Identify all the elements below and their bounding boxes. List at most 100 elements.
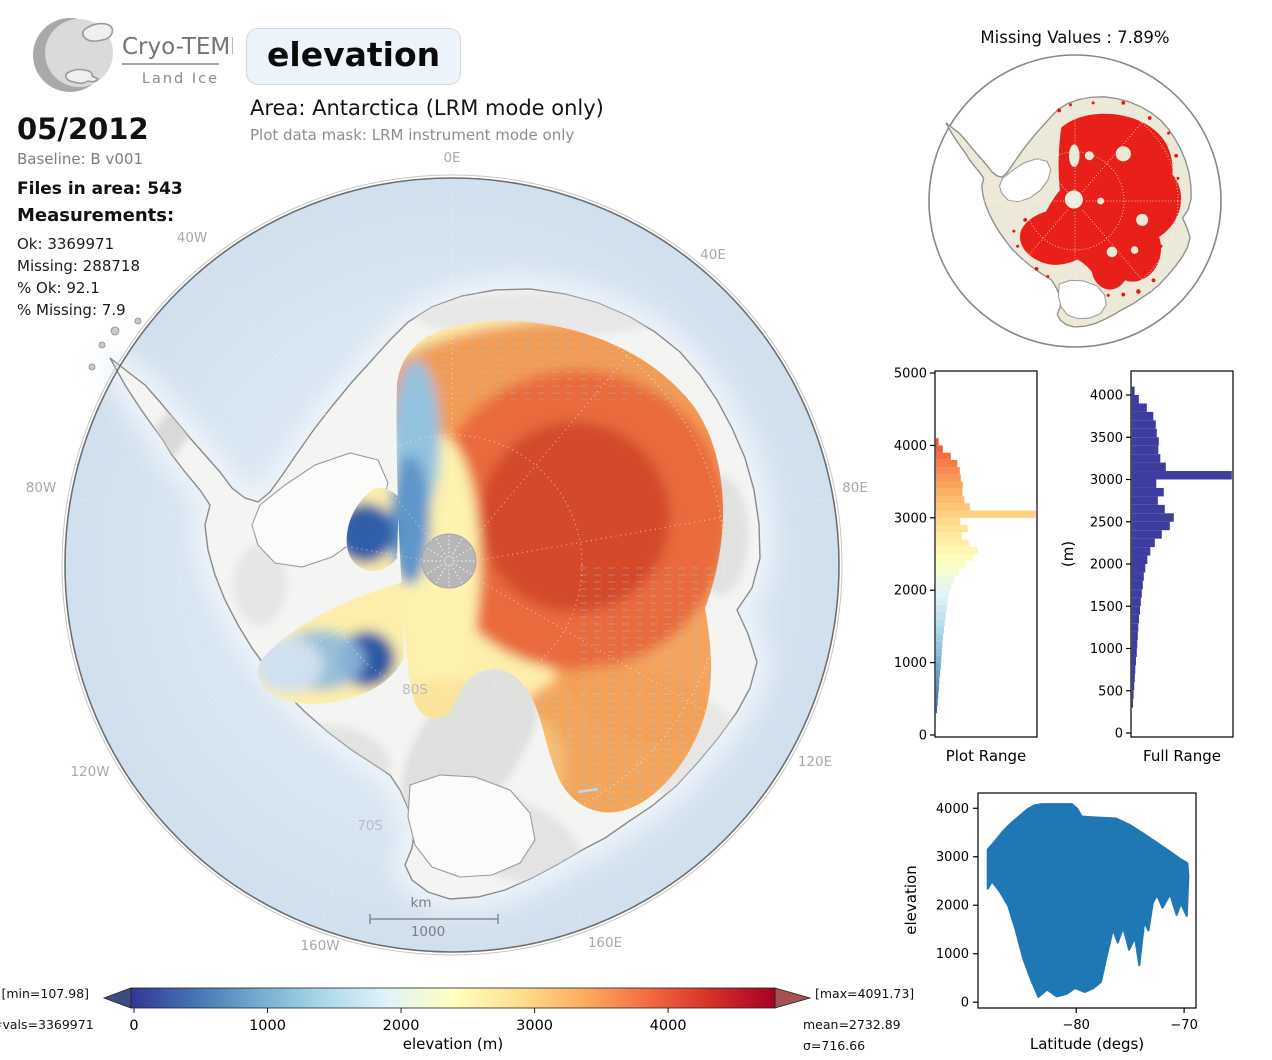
parallel-label: 80S [402, 682, 428, 698]
date-label: 05/2012 [17, 112, 149, 146]
meridian-label: 40E [700, 247, 726, 263]
histogram-bar [1131, 521, 1170, 531]
histogram-bar [935, 619, 945, 627]
histogram-bar [935, 691, 939, 699]
cryo-tempo-logo: Cryo-TEMPO Land Ice [33, 18, 233, 92]
scale-bar-unit: km [411, 895, 432, 911]
elevation-vs-latitude-scatter: −80 −70 0 1000 2000 3000 4000 Latitude (degs) el… [902, 792, 1198, 1053]
variable-title: elevation [246, 28, 462, 85]
meridian-label: 160E [588, 935, 622, 951]
histogram-bar [1131, 682, 1135, 691]
x-tick-label: −80 [1062, 1018, 1089, 1033]
histogram-bar [935, 582, 952, 591]
mask-note: Plot data mask: LRM instrument mode only [250, 126, 575, 144]
histogram-bar [935, 438, 939, 446]
meridian-label: 80W [26, 480, 57, 496]
colorbar-tick-label: 0 [129, 1018, 138, 1034]
histogram-bar [1131, 564, 1146, 573]
y-tick-label: 1000 [1090, 642, 1123, 657]
colorbar-tick-label: 4000 [650, 1018, 687, 1034]
histogram-bar [935, 568, 959, 576]
histogram-bar [935, 459, 958, 468]
meridian-label: 120E [798, 754, 832, 770]
colorbar-min-arrow [102, 987, 132, 1009]
histogram-bar [935, 496, 965, 504]
histogram-bar [935, 546, 978, 554]
histogram-bar [1131, 547, 1151, 556]
meridian-label: 160W [300, 938, 339, 954]
histogram-bar [935, 633, 943, 641]
histogram-bar [1131, 479, 1157, 488]
y-tick-label: 2000 [936, 899, 969, 914]
histogram-title: Plot Range [946, 747, 1027, 765]
y-tick-label: 500 [1098, 684, 1123, 699]
histogram-bar [935, 640, 943, 649]
map-labels: 0E 40E 80E 120E 160E 160W 120W 80W 40W 80S 70S [26, 150, 868, 954]
parallel-label: 70S [357, 818, 383, 834]
scatter-axes [977, 792, 1197, 1009]
histogram-bar [935, 474, 961, 482]
colorbar-sigma-label: σ=716.66 [803, 1038, 866, 1053]
histogram-bar [1131, 648, 1137, 657]
pole-hole [421, 533, 477, 589]
histogram-bar [935, 525, 968, 533]
meridian-label: 120W [70, 764, 109, 780]
histogram-bar [1131, 589, 1142, 598]
histogram-bar [1131, 437, 1159, 446]
histogram-bar [1131, 471, 1232, 480]
missing-data-region [1012, 101, 1182, 297]
histogram-bar [935, 706, 937, 714]
histogram-bar [935, 597, 948, 605]
histogram-bar [935, 503, 970, 511]
histogram-bar [935, 604, 947, 612]
baseline-label: Baseline: B v001 [17, 150, 143, 168]
histogram-bar [935, 445, 943, 453]
y-tick-label: 3500 [1090, 431, 1123, 446]
missing-values-title: Missing Values : 7.89% [980, 28, 1170, 47]
histogram-bar [935, 539, 969, 547]
histogram-bar [935, 677, 940, 685]
scale-bar-distance: 1000 [411, 924, 445, 940]
stat-ok: Ok: 3369971 [17, 235, 115, 253]
histogram-bar [1131, 454, 1161, 463]
histogram-bar [935, 669, 940, 678]
islands [88, 317, 142, 371]
histogram-bar [1131, 656, 1136, 666]
x-axis-label: Latitude (degs) [1030, 1035, 1144, 1053]
logo-greenland-icon [81, 22, 114, 42]
histogram-bar [935, 481, 963, 489]
meridian-line [471, 269, 700, 542]
x-tick-label: −70 [1170, 1018, 1197, 1033]
colorbar-tick-label: 1000 [249, 1018, 286, 1034]
histogram-bar [935, 662, 941, 670]
histogram-bar [935, 648, 942, 656]
colorbar-mean-label: mean=2732.89 [803, 1017, 901, 1032]
histogram-bar [1131, 623, 1139, 632]
colorbar-max-label: [max=4091.73] [815, 986, 915, 1001]
y-tick-label: 1000 [936, 947, 969, 962]
meridian-label: 40W [177, 230, 208, 246]
histogram-bar [935, 611, 946, 620]
map-border [64, 177, 840, 953]
histogram-bar [1131, 631, 1138, 641]
histogram-bar [1131, 504, 1165, 514]
plot-range-histogram: 0 1000 2000 3000 4000 5000 Plot Range [894, 367, 1036, 765]
histogram-bar [1131, 403, 1147, 412]
plot-range-axes [934, 370, 1038, 738]
stat-pct-missing: % Missing: 7.9 [17, 301, 126, 319]
histogram-bar [935, 510, 1036, 518]
histogram-bar [1131, 555, 1148, 564]
y-tick-label: 5000 [894, 367, 927, 382]
colorbar-tick-label: 2000 [383, 1018, 420, 1034]
histogram-bar [1131, 496, 1158, 505]
y-tick-label: 1500 [1090, 600, 1123, 615]
y-tick-label: 1000 [894, 656, 927, 671]
histogram-bar [935, 517, 961, 526]
y-tick-label: 2000 [894, 584, 927, 599]
histogram-bar [1131, 614, 1139, 624]
colorbar-ticks: 0 1000 2000 3000 4000 [129, 1008, 687, 1034]
meridian-line [482, 497, 832, 561]
histogram-bar [1131, 597, 1141, 607]
y-tick-label: 2500 [1090, 515, 1123, 530]
full-range-axes [1130, 370, 1234, 738]
